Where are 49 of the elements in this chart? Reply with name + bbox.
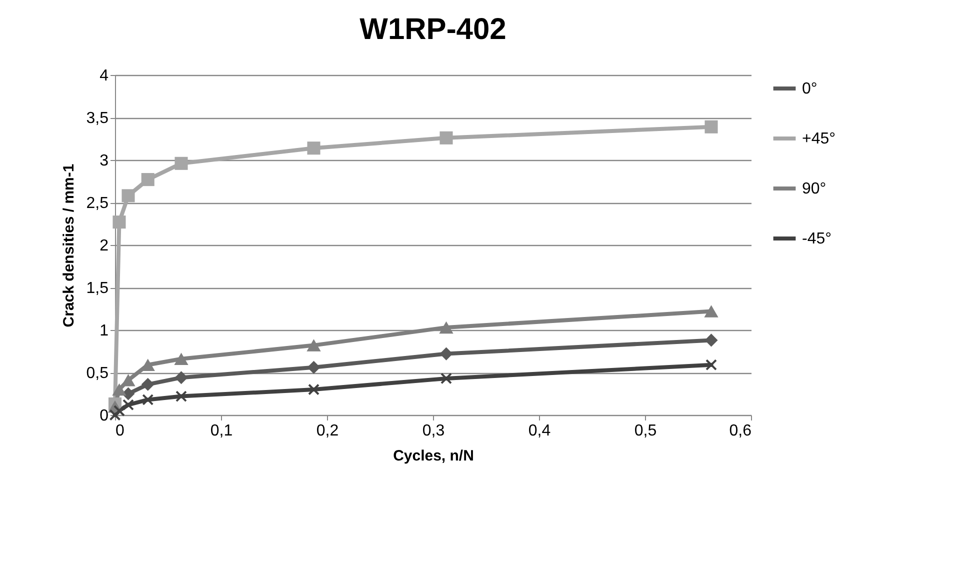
x-axis-title: Cycles, n/N — [393, 448, 474, 464]
point — [112, 383, 126, 396]
point — [706, 359, 717, 371]
y-tick-label: 2,5 — [86, 195, 109, 212]
x-tick-label: 0,4 — [528, 422, 551, 440]
y-tick-label: 3 — [100, 152, 109, 170]
point — [306, 339, 321, 352]
point — [122, 189, 135, 202]
y-tick-label: 0,5 — [86, 365, 109, 382]
y-tick-label: 1,5 — [86, 280, 109, 297]
point — [112, 216, 126, 229]
point — [174, 156, 188, 170]
point — [122, 399, 134, 411]
point — [307, 360, 320, 374]
point — [176, 390, 187, 402]
point — [439, 321, 454, 334]
point — [308, 384, 320, 396]
point — [174, 371, 188, 384]
point — [141, 378, 154, 391]
point — [109, 409, 121, 421]
point — [704, 334, 718, 347]
x-tick-label: 0,3 — [422, 422, 445, 440]
legend-label: -45° — [802, 230, 832, 248]
point — [440, 372, 452, 384]
chart-title: W1RP-402 — [360, 13, 506, 46]
y-tick-label: 0 — [100, 408, 109, 424]
legend-label: +45° — [802, 130, 836, 148]
x-tick-label: 0 — [116, 422, 124, 440]
point — [440, 131, 453, 144]
point — [141, 173, 154, 186]
point — [174, 352, 188, 366]
point — [440, 347, 453, 360]
point — [113, 405, 125, 416]
legend-label: 0° — [802, 80, 818, 98]
x-tick-label: 0,1 — [210, 422, 233, 440]
point — [142, 394, 154, 406]
legend-label: 90° — [802, 180, 826, 198]
point — [121, 374, 136, 386]
x-tick-label: 0,2 — [316, 422, 339, 440]
y-tick-label: 4 — [100, 68, 109, 84]
x-tick-label: 0,5 — [634, 422, 657, 440]
point — [704, 120, 718, 134]
point — [704, 305, 718, 318]
y-tick-label: 1 — [100, 322, 109, 340]
y-tick-label: 2 — [100, 238, 109, 254]
point — [307, 142, 320, 155]
y-axis-title: Crack densities / mm-1 — [60, 164, 78, 328]
y-tick-label: 3,5 — [86, 110, 109, 127]
x-tick-label: 0,6 — [729, 422, 752, 440]
